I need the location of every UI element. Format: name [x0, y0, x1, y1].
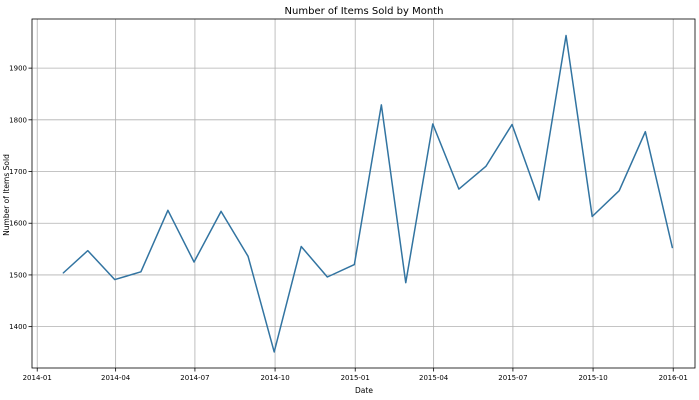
x-tick-label: 2016-01: [659, 374, 688, 382]
x-tick-label: 2014-10: [260, 374, 289, 382]
y-tick-label: 1600: [9, 220, 27, 228]
y-tick-label: 1800: [9, 116, 27, 124]
x-axis-label: Date: [355, 386, 373, 395]
y-axis-label: Number of Items Sold: [2, 154, 11, 236]
grid-layer: [32, 19, 695, 368]
y-tick-label: 1700: [9, 168, 27, 176]
x-tick-label: 2014-07: [180, 374, 209, 382]
x-tick-label: 2014-04: [101, 374, 131, 382]
chart-title: Number of Items Sold by Month: [285, 6, 444, 17]
series-line: [62, 34, 674, 353]
plot-frame: [31, 18, 696, 369]
x-tick-label: 2015-07: [498, 374, 527, 382]
y-tick-label: 1400: [9, 323, 27, 331]
ticks-layer: 2014-01 2014-04 2014-07 2014-10 2015-01 2015-…: [9, 65, 688, 382]
x-tick-label: 2015-01: [341, 374, 370, 382]
x-tick-label: 2014-01: [23, 374, 52, 382]
x-tick-label: 2015-04: [419, 374, 449, 382]
y-tick-label: 1900: [9, 65, 27, 73]
x-tick-label: 2015-10: [578, 374, 607, 382]
y-tick-label: 1500: [9, 271, 27, 279]
series-layer: [62, 34, 674, 353]
